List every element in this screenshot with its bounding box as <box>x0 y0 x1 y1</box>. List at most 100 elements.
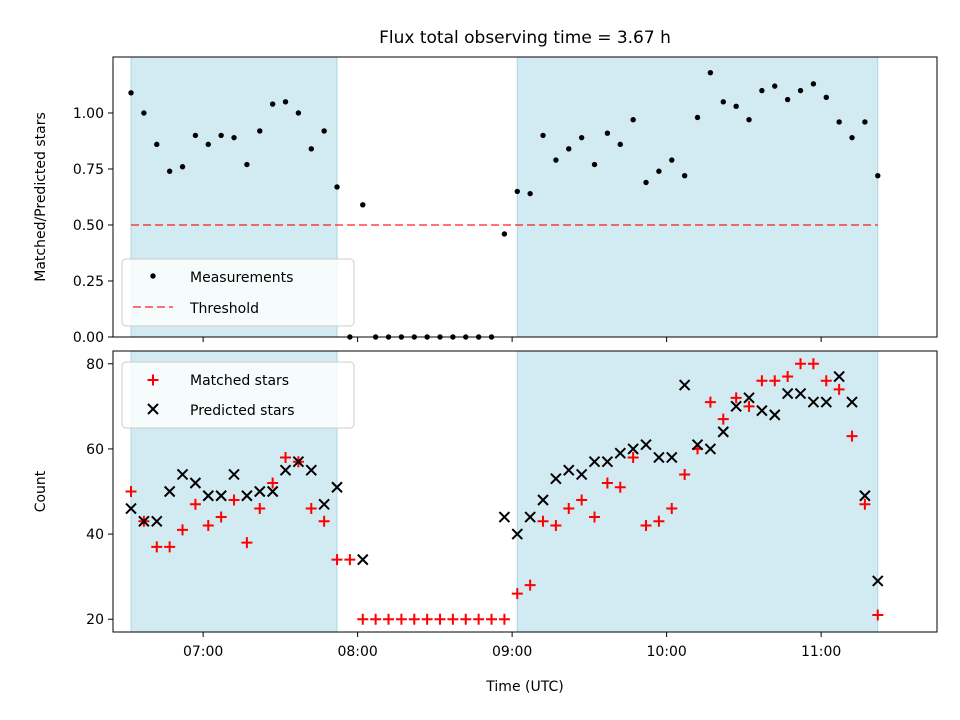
measurement-point <box>669 157 675 163</box>
measurement-point <box>784 96 791 103</box>
legend-matched-marker <box>147 374 159 386</box>
matched-stars-point <box>357 613 369 625</box>
matched-stars-point <box>576 494 588 506</box>
predicted-stars-point <box>125 502 137 515</box>
matched-stars-point <box>795 358 807 370</box>
x-tick-label: 08:00 <box>337 644 377 660</box>
predicted-stars-point <box>859 490 871 502</box>
predicted-stars-point <box>691 438 704 451</box>
predicted-stars-point <box>794 387 807 400</box>
top-panel: 0.00 0.25 0.50 0.75 1.00 Matched/Predicted st… <box>33 56 938 346</box>
top-y-tick-label: 1.00 <box>73 106 104 122</box>
matched-stars-point <box>395 613 407 625</box>
matched-stars-point <box>318 515 330 527</box>
measurement-point <box>501 231 508 237</box>
matched-stars-point <box>833 383 845 395</box>
predicted-stars-point <box>537 494 549 506</box>
predicted-stars-point <box>318 498 330 510</box>
predicted-stars-point <box>138 515 150 528</box>
matched-stars-point <box>177 524 189 536</box>
predicted-stars-point <box>730 400 742 413</box>
measurement-point <box>656 168 662 174</box>
predicted-stars-point <box>524 511 536 523</box>
measurement-point <box>141 110 147 116</box>
measurement-point <box>823 94 829 101</box>
matched-stars-point <box>756 375 768 387</box>
predicted-stars-point <box>678 379 691 391</box>
x-axis-label: Time (UTC) <box>485 679 563 695</box>
measurement-point <box>231 134 237 141</box>
predicted-stars-point <box>202 490 214 502</box>
predicted-stars-point <box>704 443 717 455</box>
measurement-point <box>772 83 778 89</box>
matched-stars-point <box>730 392 742 404</box>
matched-stars-point <box>511 588 523 600</box>
predicted-stars-point <box>781 387 794 400</box>
measurement-point <box>308 146 314 152</box>
measurement-point <box>179 164 186 170</box>
measurement-point <box>527 190 533 197</box>
measurement-point <box>205 141 211 148</box>
measurement-point <box>681 173 688 179</box>
x-tick-label: 11:00 <box>801 644 841 660</box>
measurement-point <box>553 157 559 163</box>
matched-stars-point <box>550 520 562 532</box>
bottom-y-tick-label: 40 <box>86 527 104 543</box>
predicted-stars-point <box>163 485 176 498</box>
measurement-point <box>759 87 765 94</box>
measurement-point <box>810 81 817 87</box>
matched-stars-point <box>537 515 549 527</box>
legend-box <box>121 361 355 429</box>
chart-title: Flux total observing time = 3.67 h <box>379 28 671 48</box>
bottom-axes-frame <box>112 350 938 633</box>
matched-stars-point <box>202 520 214 532</box>
measurement-point <box>617 141 623 148</box>
legend-measurements-label: Measurements <box>190 270 293 286</box>
matched-stars-point <box>228 494 240 506</box>
predicted-stars-point <box>601 455 614 468</box>
matched-stars-point <box>447 613 459 625</box>
bottom-y-tick-label: 60 <box>86 442 104 458</box>
predicted-stars-point <box>241 490 253 502</box>
predicted-stars-point <box>215 490 227 502</box>
top-shaded-interval <box>516 56 879 338</box>
bottom-legend: Matched stars Predicted stars <box>121 361 355 429</box>
predicted-stars-point <box>588 455 601 468</box>
predicted-stars-point <box>743 392 755 404</box>
predicted-stars-point <box>872 575 884 587</box>
matched-stars-point <box>524 579 536 591</box>
predicted-stars-point <box>666 451 678 464</box>
matched-stars-point <box>563 503 575 515</box>
measurement-point <box>630 117 636 123</box>
matched-stars-point <box>151 541 163 553</box>
x-tick-label: 09:00 <box>492 644 532 660</box>
legend-predicted-marker <box>147 403 159 415</box>
measurement-point <box>128 90 134 96</box>
legend-box <box>121 258 355 327</box>
predicted-stars-point <box>189 477 202 489</box>
matched-stars-point <box>421 613 433 625</box>
matched-stars-point <box>408 613 420 625</box>
bottom-panel: 07:00 08:00 09:00 10:00 11:00 20 40 60 80 Count Ti… <box>33 350 938 695</box>
predicted-stars-point <box>563 464 575 476</box>
matched-stars-point <box>820 375 832 387</box>
matched-stars-point <box>743 400 755 412</box>
top-y-axis-label: Matched/Predicted stars <box>33 112 49 282</box>
matched-stars-point <box>807 358 819 370</box>
matched-stars-point <box>305 503 317 515</box>
predicted-stars-point <box>575 468 588 481</box>
predicted-stars-point <box>807 396 820 408</box>
measurement-point <box>566 146 572 152</box>
measurement-point <box>218 132 224 139</box>
predicted-stars-point <box>511 528 523 540</box>
matched-stars-point <box>653 515 665 527</box>
top-legend: Measurements Threshold <box>121 258 355 327</box>
matched-stars-point <box>164 541 176 553</box>
matched-stars-point <box>679 468 691 480</box>
matched-stars-point <box>254 503 266 515</box>
legend-threshold-label: Threshold <box>189 301 259 317</box>
predicted-stars-point <box>756 404 768 417</box>
measurement-point <box>591 161 598 168</box>
x-tick-label: 07:00 <box>183 644 223 660</box>
